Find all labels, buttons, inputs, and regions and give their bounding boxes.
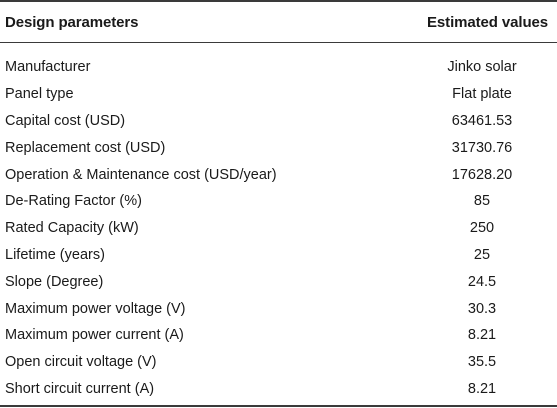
parameter-cell: Replacement cost (USD): [5, 139, 166, 156]
value-cell: 63461.53: [451, 112, 513, 129]
parameter-cell: Open circuit voltage (V): [5, 354, 157, 371]
value-cell: 250: [469, 220, 495, 237]
parameter-cell: Capital cost (USD): [5, 112, 126, 129]
parameter-cell: Panel type: [5, 86, 74, 103]
table-row: De-Rating Factor (%) 85: [0, 188, 557, 215]
value-cell: 17628.20: [451, 166, 513, 183]
table-row: Short circuit current (A) 8.21: [0, 376, 557, 403]
table-row: Lifetime (years) 25: [0, 242, 557, 269]
value-cell: Flat plate: [452, 86, 512, 103]
header-estimated-values: Estimated values: [427, 13, 548, 31]
value-cell: 8.21: [467, 327, 497, 344]
table-row: Maximum power voltage (V) 30.3: [0, 295, 557, 322]
value-cell: 35.5: [467, 354, 497, 371]
table-row: Replacement cost (USD) 31730.76: [0, 134, 557, 161]
value-cell: 25: [473, 246, 491, 263]
value-cell: 31730.76: [451, 139, 513, 156]
table-body: Manufacturer Jinko solar Panel type Flat pl…: [0, 54, 557, 402]
table-row: Manufacturer Jinko solar: [0, 54, 557, 81]
table-bottom-rule: [0, 405, 557, 407]
value-cell: 30.3: [467, 300, 497, 317]
value-cell: 85: [473, 193, 491, 210]
table-row: Open circuit voltage (V) 35.5: [0, 349, 557, 376]
table-row: Operation & Maintenance cost (USD/year) 1…: [0, 161, 557, 188]
table-row: Slope (Degree) 24.5: [0, 268, 557, 295]
value-cell: Jinko solar: [447, 59, 517, 76]
table-row: Maximum power current (A) 8.21: [0, 322, 557, 349]
parameter-cell: Rated Capacity (kW): [5, 220, 139, 237]
parameter-cell: Operation & Maintenance cost (USD/year): [5, 166, 277, 183]
value-cell: 8.21: [467, 380, 497, 397]
table-row: Panel type Flat plate: [0, 81, 557, 108]
parameter-cell: Slope (Degree): [5, 273, 104, 290]
parameter-cell: Maximum power voltage (V): [5, 300, 186, 317]
table-header-rule: [0, 42, 557, 43]
table-top-rule: [0, 0, 557, 2]
parameter-cell: Short circuit current (A): [5, 380, 155, 397]
table-row: Capital cost (USD) 63461.53: [0, 108, 557, 135]
table-header-row: Design parameters Estimated values: [0, 2, 557, 42]
table-row: Rated Capacity (kW) 250: [0, 215, 557, 242]
parameter-cell: De-Rating Factor (%): [5, 193, 142, 210]
parameter-cell: Lifetime (years): [5, 246, 105, 263]
parameter-cell: Manufacturer: [5, 59, 91, 76]
header-design-parameters: Design parameters: [5, 13, 139, 31]
parameter-cell: Maximum power current (A): [5, 327, 184, 344]
value-cell: 24.5: [467, 273, 497, 290]
